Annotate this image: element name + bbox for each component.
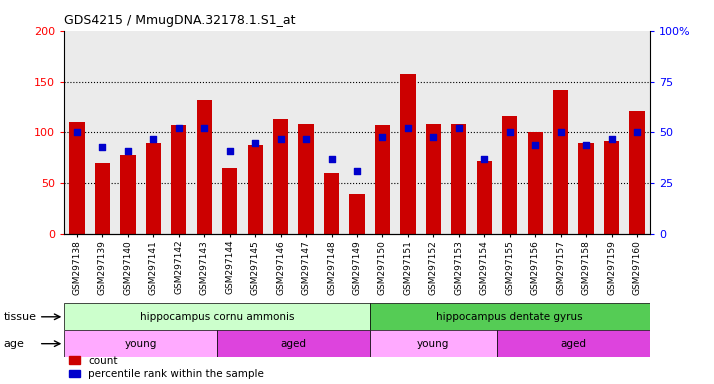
Point — [606, 136, 618, 142]
Point — [173, 125, 184, 131]
Point — [428, 134, 439, 140]
Text: young: young — [417, 339, 450, 349]
Bar — [248, 145, 263, 234]
Point — [148, 136, 159, 142]
Point — [580, 142, 592, 148]
Point — [249, 140, 261, 146]
Point — [326, 156, 337, 162]
Point — [96, 144, 108, 150]
Bar — [426, 124, 441, 234]
Point — [402, 125, 413, 131]
Bar — [171, 125, 186, 234]
Bar — [451, 124, 466, 234]
Bar — [222, 168, 237, 234]
Text: hippocampus cornu ammonis: hippocampus cornu ammonis — [140, 312, 294, 322]
Bar — [553, 90, 568, 234]
Point — [377, 134, 388, 140]
Bar — [69, 122, 85, 234]
Bar — [324, 173, 339, 234]
Point — [351, 168, 363, 174]
Bar — [146, 143, 161, 234]
Point — [530, 142, 541, 148]
Bar — [401, 74, 416, 234]
Bar — [375, 125, 390, 234]
Bar — [120, 155, 136, 234]
Bar — [370, 330, 497, 357]
Point — [71, 129, 83, 136]
Bar — [629, 111, 645, 234]
Bar — [64, 303, 370, 330]
Text: GDS4215 / MmugDNA.32178.1.S1_at: GDS4215 / MmugDNA.32178.1.S1_at — [64, 14, 296, 27]
Point — [478, 156, 490, 162]
Point — [275, 136, 286, 142]
Point — [198, 125, 210, 131]
Bar — [64, 330, 217, 357]
Text: aged: aged — [281, 339, 306, 349]
Bar — [497, 330, 650, 357]
Text: aged: aged — [560, 339, 586, 349]
Bar — [604, 141, 619, 234]
Bar — [298, 124, 313, 234]
Point — [122, 148, 134, 154]
Text: hippocampus dentate gyrus: hippocampus dentate gyrus — [436, 312, 583, 322]
Bar — [95, 163, 110, 234]
Bar — [273, 119, 288, 234]
Bar — [502, 116, 518, 234]
Text: age: age — [4, 339, 24, 349]
Point — [224, 148, 236, 154]
Bar — [349, 194, 365, 234]
Bar — [370, 303, 650, 330]
Point — [301, 136, 312, 142]
Bar — [477, 161, 492, 234]
Bar — [528, 132, 543, 234]
Bar — [578, 143, 594, 234]
Point — [631, 129, 643, 136]
Point — [453, 125, 465, 131]
Point — [504, 129, 516, 136]
Legend: count, percentile rank within the sample: count, percentile rank within the sample — [69, 356, 264, 379]
Text: young: young — [124, 339, 157, 349]
Text: tissue: tissue — [4, 312, 36, 322]
Bar — [217, 330, 370, 357]
Point — [555, 129, 566, 136]
Bar — [196, 100, 212, 234]
